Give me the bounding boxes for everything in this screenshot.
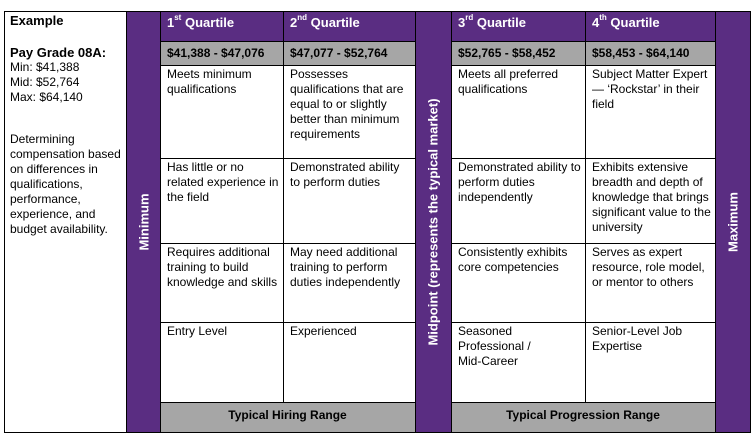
example-panel: Example Pay Grade 08A: Min: $41,388 Mid:… bbox=[5, 12, 127, 432]
q2-cell-qualifications: Possesses qualifications that are equal … bbox=[290, 67, 404, 141]
quartile-4-header: 4th Quartile bbox=[592, 13, 660, 30]
q1-cell-experience: Has little or no related experience in t… bbox=[167, 160, 279, 204]
q4-cell-level: Senior-Level Job Expertise bbox=[592, 324, 683, 353]
midpoint-label: Midpoint (represents the typical market) bbox=[425, 98, 441, 346]
q4-cell-expertise: Subject Matter Expert — ‘Rockstar’ in th… bbox=[592, 67, 708, 111]
q4-cell-mentor: Serves as expert resource, role model, o… bbox=[592, 245, 705, 289]
quartile-2-range: $47,077 - $52,764 bbox=[290, 46, 388, 60]
pay-grade-label: Pay Grade 08A: bbox=[10, 45, 107, 60]
q2-cell-training: May need additional training to perform … bbox=[290, 245, 401, 289]
midpoint-bar: Midpoint (represents the typical market) bbox=[415, 12, 451, 432]
mid-value: Mid: $52,764 bbox=[10, 75, 80, 89]
minimum-label: Minimum bbox=[136, 193, 151, 251]
q1-cell-level: Entry Level bbox=[167, 324, 228, 338]
quartile-1-range: $41,388 - $47,076 bbox=[167, 46, 265, 60]
example-title: Example bbox=[10, 13, 64, 28]
q3-cell-qualifications: Meets all preferred qualifications bbox=[458, 67, 559, 96]
maximum-bar: Maximum bbox=[715, 12, 750, 432]
typical-progression-range: Typical Progression Range bbox=[451, 402, 715, 432]
q3-cell-level: Seasoned Professional / Mid-Career bbox=[458, 324, 531, 368]
min-value: Min: $41,388 bbox=[10, 60, 80, 74]
q2-cell-experience: Demonstrated ability to perform duties bbox=[290, 160, 400, 189]
q2-cell-level: Experienced bbox=[290, 324, 357, 338]
example-description: Determining compensation based on differ… bbox=[10, 132, 121, 236]
range-band-left bbox=[160, 41, 415, 65]
q1-cell-qualifications: Meets minimum qualifications bbox=[167, 67, 252, 96]
minimum-bar: Minimum bbox=[127, 12, 160, 432]
typical-hiring-range: Typical Hiring Range bbox=[160, 402, 415, 432]
q3-cell-experience: Demonstrated ability to perform duties i… bbox=[458, 160, 581, 204]
q1-cell-training: Requires additional training to build kn… bbox=[167, 245, 278, 289]
quartile-2-header: 2nd Quartile bbox=[290, 13, 360, 30]
q4-cell-knowledge: Exhibits extensive breadth and depth of … bbox=[592, 160, 711, 234]
quartile-3-header: 3rd Quartile bbox=[458, 13, 526, 30]
max-value: Max: $64,140 bbox=[10, 90, 83, 104]
maximum-label: Maximum bbox=[725, 192, 740, 252]
quartile-1-header: 1st Quartile bbox=[167, 13, 235, 30]
range-band-right bbox=[451, 41, 715, 65]
quartile-header-band-right bbox=[451, 12, 715, 41]
q3-cell-competencies: Consistently exhibits core competencies bbox=[458, 245, 568, 274]
quartile-4-range: $58,453 - $64,140 bbox=[592, 46, 690, 60]
quartile-header-band-left bbox=[160, 12, 415, 41]
quartile-3-range: $52,765 - $58,452 bbox=[458, 46, 556, 60]
